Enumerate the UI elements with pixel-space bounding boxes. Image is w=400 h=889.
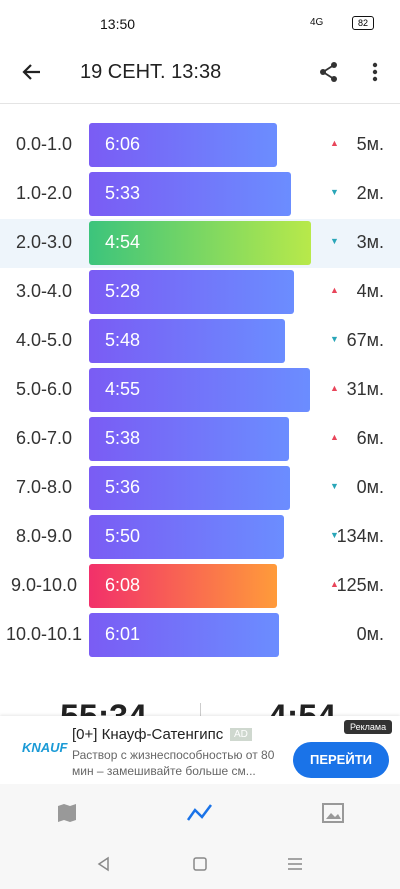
pace-bar [89, 319, 285, 363]
pace-label: 4:55 [105, 379, 141, 399]
trend-arrow: ▼ [330, 530, 339, 540]
battery: 82 [352, 16, 374, 30]
elevation: 5м. [356, 134, 384, 154]
split-range: 7.0-8.0 [15, 477, 73, 497]
trend-arrow: ▲ [330, 285, 339, 295]
pace-label: 5:33 [105, 183, 141, 203]
split-row: 0.0-1.0 6:06 ▲ 5м. [0, 121, 400, 170]
ad-badge: AD [230, 728, 252, 741]
back-button[interactable] [20, 60, 44, 84]
split-row: 2.0-3.0 4:54 ▼ 3м. [0, 219, 400, 268]
split-range: 5.0-6.0 [15, 379, 73, 399]
pace-label: 6:06 [105, 134, 141, 154]
split-row: 1.0-2.0 5:33 ▼ 2м. [0, 170, 400, 219]
pace-bar [89, 417, 289, 461]
network: 4G [310, 17, 324, 28]
split-range: 1.0-2.0 [15, 183, 73, 203]
pace-label: 5:36 [105, 477, 141, 497]
photo-tab[interactable] [322, 802, 344, 824]
trend-arrow: ▼ [330, 334, 339, 344]
summary-divider [200, 703, 201, 725]
pace-bar [89, 221, 311, 265]
split-range: 9.0-10.0 [10, 575, 78, 595]
pace-label: 5:28 [105, 281, 141, 301]
trend-arrow: ▲ [330, 383, 339, 393]
trend-arrow: ▼ [330, 481, 339, 491]
share-button[interactable] [318, 61, 340, 83]
split-range: 4.0-5.0 [15, 330, 73, 350]
pace-label: 5:48 [105, 330, 141, 350]
trend-arrow: ▲ [330, 138, 339, 148]
elevation: 2м. [356, 183, 384, 203]
ad-text: Раствор с жизнеспособностью от 80 мин – … [72, 748, 275, 778]
ad-logo: KNAUF [22, 740, 68, 755]
map-tab[interactable] [56, 802, 78, 824]
pace-bar [89, 466, 290, 510]
split-row: 5.0-6.0 4:55 ▲ 31м. [0, 366, 400, 415]
pace-bar [89, 172, 292, 216]
elevation: 67м. [346, 330, 384, 350]
trend-arrow: ▼ [330, 236, 339, 246]
header-title: 19 СЕНТ. 13:38 [80, 61, 222, 83]
pace-label: 5:50 [105, 526, 141, 546]
split-range: 8.0-9.0 [15, 526, 73, 546]
pace-label: 6:08 [105, 575, 141, 595]
pace-bar [89, 368, 311, 412]
split-range: 10.0-10.1 [5, 624, 83, 644]
pace-label: 6:01 [105, 624, 141, 644]
elevation: 6м. [356, 428, 384, 448]
elevation: 0м. [356, 624, 384, 644]
trend-arrow: ▲ [330, 432, 339, 442]
status-time: 13:50 [100, 16, 136, 32]
elevation: 3м. [356, 232, 384, 252]
trend-arrow: ▼ [330, 187, 339, 197]
split-range: 0.0-1.0 [15, 134, 73, 154]
split-row: 4.0-5.0 5:48 ▼ 67м. [0, 317, 400, 366]
ad-title: [0+] Кнауф-Сатенгипс [72, 726, 224, 743]
pace-bar [89, 564, 277, 608]
split-range: 3.0-4.0 [15, 281, 73, 301]
chart-tab[interactable] [186, 802, 214, 824]
split-range: 2.0-3.0 [15, 232, 73, 252]
divider [0, 103, 400, 104]
menu-button[interactable] [366, 61, 384, 83]
bottom-bar [0, 784, 400, 889]
elevation: 31м. [346, 379, 384, 399]
pace-bar [89, 515, 284, 559]
ad-label: Реклама [344, 720, 393, 734]
system-nav [97, 856, 302, 872]
split-row: 7.0-8.0 5:36 ▼ 0м. [0, 464, 400, 513]
pace-label: 5:38 [105, 428, 141, 448]
ad-banner[interactable]: KNAUF [0+] Кнауф-Сатенгипс AD Раствор с … [0, 716, 400, 784]
split-row: 10.0-10.1 6:01 0м. [0, 611, 400, 660]
split-row: 3.0-4.0 5:28 ▲ 4м. [0, 268, 400, 317]
elevation: 4м. [356, 281, 384, 301]
trend-arrow: ▲ [330, 579, 339, 589]
elevation: 125м. [336, 575, 384, 595]
pace-label: 4:54 [105, 232, 141, 252]
elevation: 134м. [336, 526, 384, 546]
split-row: 8.0-9.0 5:50 ▼ 134м. [0, 513, 400, 562]
pace-bar [89, 270, 294, 314]
split-range: 6.0-7.0 [15, 428, 73, 448]
pace-bar [89, 123, 278, 167]
split-row: 9.0-10.0 6:08 ▲ 125м. [0, 562, 400, 611]
elevation: 0м. [356, 477, 384, 497]
split-row: 6.0-7.0 5:38 ▲ 6м. [0, 415, 400, 464]
ad-button[interactable]: ПЕРЕЙТИ [293, 742, 389, 778]
pace-bar [89, 613, 280, 657]
